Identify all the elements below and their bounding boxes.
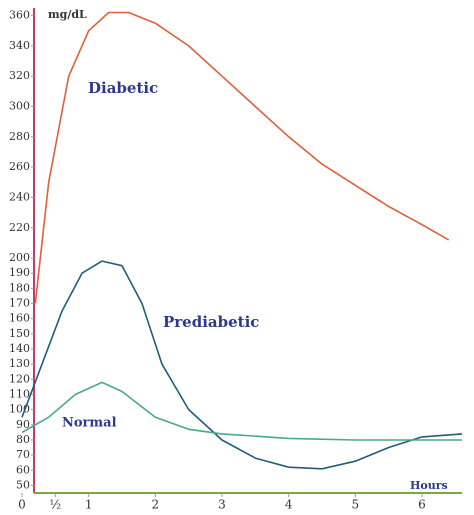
- x-tick-label: 0: [18, 498, 26, 512]
- y-tick-label: 190: [9, 266, 30, 279]
- x-tick-label: 3: [218, 498, 226, 512]
- y-tick-label: 260: [9, 160, 30, 173]
- y-tick-label: 360: [9, 9, 30, 22]
- x-tick-label: ½: [50, 498, 62, 512]
- line: [21, 260, 463, 470]
- y-tick-label: 240: [9, 190, 30, 203]
- y-tick-label: 60: [16, 463, 30, 476]
- y-tick-label: 70: [16, 448, 30, 461]
- annotation: Normal: [62, 416, 117, 431]
- y-tick-label: 150: [9, 327, 30, 340]
- x-tick-label: 6: [418, 498, 426, 512]
- y-tick-label: 220: [9, 221, 30, 234]
- y-tick-label: 130: [9, 357, 30, 370]
- y-tick-label: 170: [9, 297, 30, 310]
- x-tick-label: 4: [285, 498, 293, 512]
- y-tick-label: 300: [9, 100, 30, 113]
- x-tick-label: 1: [85, 498, 93, 512]
- annotation: Diabetic: [88, 79, 158, 97]
- x-tick-label: 2: [152, 498, 160, 512]
- x-axis-label: Hours: [410, 479, 448, 492]
- x-tick-label: 5: [352, 498, 360, 512]
- y-tick-label: 180: [9, 281, 30, 294]
- annotation: Prediabetic: [163, 313, 259, 331]
- y-tick-label: 160: [9, 312, 30, 325]
- y-tick-label: 140: [9, 342, 30, 355]
- y-tick-label: 320: [9, 69, 30, 82]
- y-tick-label: 120: [9, 372, 30, 385]
- y-tick-label: 90: [16, 418, 30, 431]
- y-tick-label: 100: [9, 403, 30, 416]
- y-tick-label: 80: [16, 433, 30, 446]
- line: [21, 381, 462, 441]
- y-unit: mg/dL: [48, 8, 87, 21]
- y-tick-label: 340: [9, 39, 30, 52]
- y-tick-label: 200: [9, 251, 30, 264]
- line: [34, 11, 450, 304]
- y-tick-label: 110: [9, 387, 30, 400]
- y-tick-label: 50: [16, 478, 30, 491]
- y-tick-label: 280: [9, 130, 30, 143]
